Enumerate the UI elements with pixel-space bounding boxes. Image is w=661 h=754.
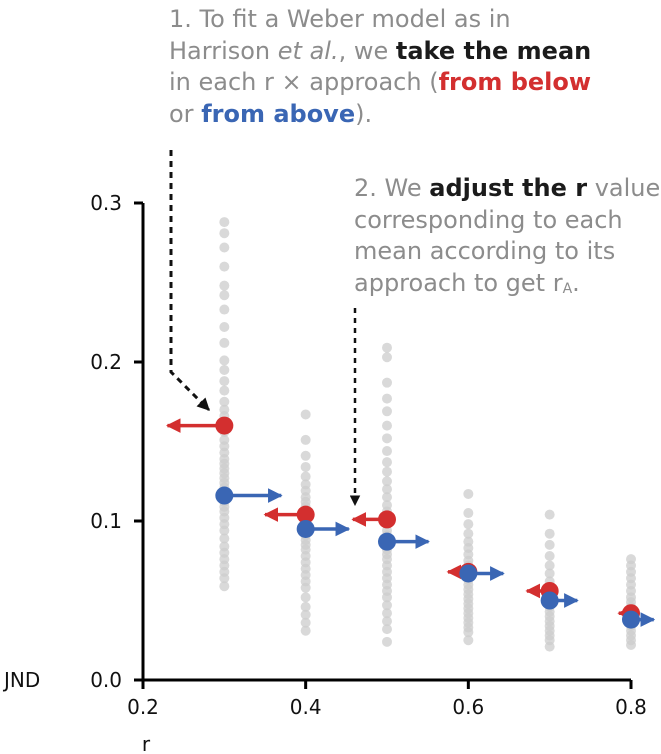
raw-data-point — [219, 533, 230, 544]
mean-point-from-above — [540, 591, 559, 610]
raw-data-point — [219, 364, 230, 375]
raw-data-point — [300, 625, 311, 636]
y-tick-label: 0.1 — [90, 509, 122, 533]
annotation-step-1-line-2: Harrison et al., we take the mean — [169, 36, 592, 65]
raw-data-point — [219, 322, 230, 333]
raw-data-point — [463, 528, 474, 539]
x-tick-label: 0.6 — [452, 695, 484, 719]
mean-point-from-above — [296, 519, 315, 538]
raw-data-point — [219, 217, 230, 228]
raw-data-point — [382, 393, 392, 404]
annotation-step-1-line-4: or from above). — [169, 99, 373, 128]
mean-point-from-above — [459, 564, 478, 583]
raw-data-point — [382, 466, 392, 477]
raw-data-point — [382, 636, 392, 647]
raw-data-point — [463, 635, 474, 646]
raw-data-point — [300, 617, 311, 628]
annotation-step-2: 2. We adjust the r value corresponding t… — [354, 173, 660, 305]
raw-data-point — [382, 492, 392, 503]
annotation-step-1: 1. To fit a Weber model as in Harrison e… — [169, 4, 591, 130]
y-tick-label: 0.0 — [90, 668, 122, 692]
mean-point-from-above — [622, 610, 640, 629]
raw-data-point — [300, 471, 311, 482]
raw-data-point — [382, 457, 392, 468]
axes: 0.2 0.4 0.6 0.8 0.0 0.1 0.2 0.3 JND r — [2, 191, 647, 754]
raw-data-point — [219, 242, 230, 253]
raw-data-point — [382, 608, 392, 619]
raw-data-point — [544, 568, 555, 579]
annotation-step-2-line-1: 2. We adjust the r value — [354, 174, 661, 202]
raw-data-point — [219, 290, 230, 301]
raw-data-point — [382, 592, 392, 603]
raw-data-point — [300, 409, 311, 420]
raw-data-point — [219, 280, 230, 291]
raw-data-point — [382, 446, 392, 457]
annotation-step-1-line-1: 1. To fit a Weber model as in — [169, 5, 511, 33]
annotation-step-2-line-4: approach to get rA. — [354, 268, 580, 297]
raw-data-point — [382, 616, 392, 627]
raw-data-point — [382, 484, 392, 495]
raw-data-point — [463, 627, 474, 638]
raw-data-point — [219, 228, 230, 239]
raw-data-point — [219, 573, 230, 584]
raw-data-point — [382, 406, 392, 417]
y-tick-label: 0.3 — [90, 191, 122, 215]
raw-data-point — [300, 434, 311, 445]
x-tick-label: 0.2 — [127, 695, 159, 719]
mean-point-from-below — [378, 510, 396, 529]
x-axis-label: r — [142, 732, 151, 754]
x-tick-label: 0.8 — [615, 695, 647, 719]
raw-data-point — [219, 581, 230, 592]
annotation-step-2-line-2: corresponding to each — [354, 205, 623, 234]
y-axis-label: JND — [2, 668, 40, 692]
mean-points-layer — [165, 416, 656, 629]
annotation-1-arrow — [169, 150, 211, 412]
raw-data-point — [382, 624, 392, 635]
raw-data-point — [300, 592, 311, 603]
raw-data-point — [544, 550, 555, 561]
raw-data-point — [544, 641, 555, 652]
mean-point-from-above — [378, 532, 396, 551]
raw-data-point — [544, 539, 555, 550]
raw-data-point — [300, 582, 311, 593]
raw-data-point — [300, 601, 311, 612]
y-tick-label: 0.2 — [90, 350, 122, 374]
x-tick-label: 0.4 — [290, 695, 322, 719]
raw-data-point — [544, 560, 555, 571]
mean-point-from-below — [215, 416, 234, 435]
raw-data-point — [382, 352, 392, 363]
raw-data-point — [219, 261, 230, 272]
raw-data-point — [382, 433, 392, 444]
raw-data-point — [382, 600, 392, 611]
mean-point-from-below — [296, 505, 315, 524]
raw-data-point — [382, 476, 392, 487]
raw-data-point — [219, 376, 230, 387]
annotation-arrows — [169, 150, 361, 507]
raw-data-point — [544, 528, 555, 539]
raw-data-point — [219, 337, 230, 348]
raw-data-point — [219, 525, 230, 536]
raw-data-point — [463, 519, 474, 530]
raw-data-point — [382, 377, 392, 388]
raw-data-point — [219, 385, 230, 396]
mean-point-from-above — [215, 486, 234, 505]
raw-data-point — [463, 488, 474, 499]
raw-data-point — [300, 609, 311, 620]
raw-data-point — [382, 420, 392, 431]
annotation-step-2-line-3: mean according to its — [354, 237, 616, 265]
raw-data-point — [219, 396, 230, 407]
raw-data-point — [300, 461, 311, 472]
raw-data-point — [544, 509, 555, 520]
raw-data-point — [382, 342, 392, 353]
raw-data-point — [300, 450, 311, 461]
raw-data-point — [219, 355, 230, 366]
raw-data-point — [626, 640, 636, 651]
annotation-step-1-line-3: in each r × approach (from below — [169, 68, 592, 96]
raw-data-point — [463, 508, 474, 519]
raw-data-point — [219, 304, 230, 315]
